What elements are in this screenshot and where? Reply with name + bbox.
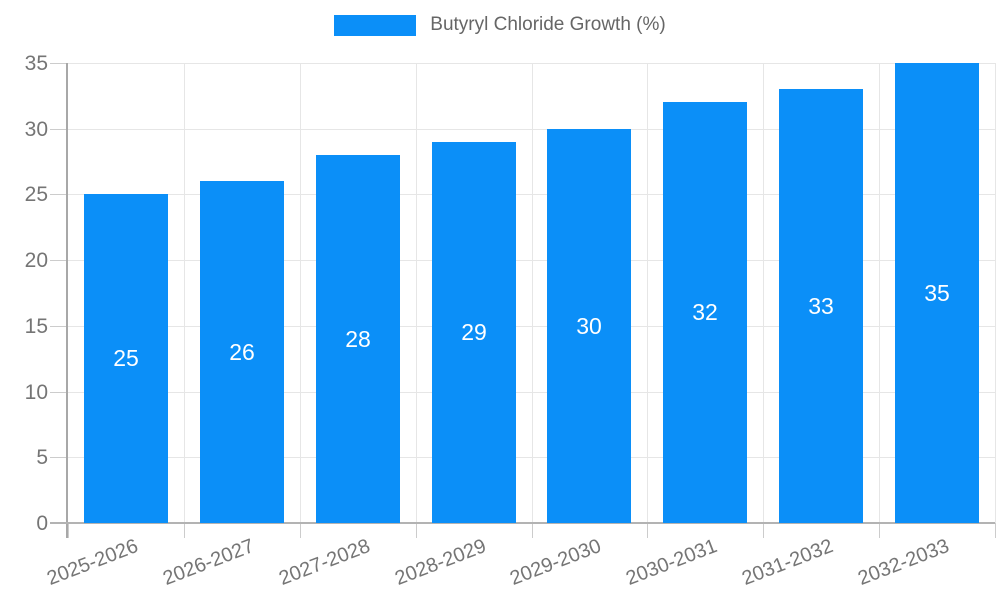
- gridline-vertical: [532, 63, 533, 523]
- x-axis-tick-label: 2028-2029: [392, 535, 490, 590]
- x-axis-tick-label: 2032-2033: [855, 535, 953, 590]
- bar-value-label: 25: [113, 345, 139, 371]
- bar[interactable]: 35: [895, 63, 979, 523]
- gridline-vertical: [300, 63, 301, 523]
- y-axis-tick-label: 20: [24, 249, 48, 272]
- bar[interactable]: 33: [779, 89, 863, 523]
- x-axis-tick-label: 2026-2027: [160, 535, 258, 590]
- gridline-horizontal: [68, 326, 995, 327]
- y-axis-tick-label: 25: [24, 183, 48, 206]
- x-axis-tick: [879, 523, 880, 538]
- gridline-horizontal: [68, 63, 995, 64]
- gridline-horizontal: [68, 260, 995, 261]
- legend[interactable]: Butyryl Chloride Growth (%): [0, 14, 1000, 36]
- y-axis-line: [66, 63, 68, 538]
- gridline-vertical: [416, 63, 417, 523]
- bar[interactable]: 26: [200, 181, 284, 523]
- x-axis-tick: [300, 523, 301, 538]
- gridline-vertical: [995, 63, 996, 523]
- y-axis-tick: [50, 326, 68, 327]
- x-axis-tick: [995, 523, 996, 538]
- x-axis-tick-label: 2031-2032: [739, 535, 837, 590]
- x-axis-tick: [763, 523, 764, 538]
- y-axis-tick-label: 0: [36, 512, 48, 535]
- bar[interactable]: 32: [663, 102, 747, 523]
- y-axis-tick: [50, 260, 68, 261]
- bar-value-label: 28: [345, 325, 371, 352]
- y-axis-tick: [50, 129, 68, 130]
- x-axis-baseline: [50, 522, 995, 524]
- x-axis-tick-label: 2030-2031: [623, 535, 721, 590]
- gridline-horizontal: [68, 194, 995, 195]
- bar-value-label: 33: [808, 292, 834, 319]
- bar[interactable]: 29: [432, 142, 516, 523]
- x-axis-tick: [184, 523, 185, 538]
- gridline-horizontal: [68, 392, 995, 393]
- bar-value-label: 29: [461, 319, 487, 345]
- y-axis-tick: [50, 194, 68, 195]
- y-axis-tick-label: 30: [24, 118, 48, 141]
- bar[interactable]: 30: [547, 129, 631, 523]
- gridline-horizontal: [68, 457, 995, 458]
- bar-value-label: 32: [692, 299, 718, 325]
- x-axis-tick-label: 2029-2030: [507, 535, 605, 590]
- y-axis-tick-label: 10: [24, 381, 48, 404]
- bar-value-label: 35: [924, 279, 950, 306]
- y-axis-tick-label: 5: [36, 446, 48, 469]
- bar[interactable]: 25: [84, 194, 168, 523]
- gridline-vertical: [763, 63, 764, 523]
- gridline-vertical: [879, 63, 880, 523]
- bar-value-label: 26: [229, 338, 255, 365]
- gridline-vertical: [184, 63, 185, 523]
- x-axis-tick-label: 2025-2026: [44, 535, 142, 590]
- legend-swatch: [334, 14, 417, 36]
- y-axis-tick-label: 35: [24, 52, 48, 75]
- x-axis-tick: [68, 523, 69, 538]
- legend-label: Butyryl Chloride Growth (%): [430, 14, 666, 35]
- bar[interactable]: 28: [316, 155, 400, 523]
- bar-value-label: 30: [576, 312, 602, 339]
- x-axis-tick-label: 2027-2028: [276, 535, 374, 590]
- gridline-horizontal: [68, 129, 995, 130]
- y-axis-tick: [50, 392, 68, 393]
- gridline-vertical: [647, 63, 648, 523]
- x-axis-tick: [532, 523, 533, 538]
- y-axis-tick: [50, 63, 68, 64]
- y-axis-tick-label: 15: [24, 315, 48, 338]
- y-axis-tick: [50, 457, 68, 458]
- x-axis-tick: [416, 523, 417, 538]
- x-axis-tick: [647, 523, 648, 538]
